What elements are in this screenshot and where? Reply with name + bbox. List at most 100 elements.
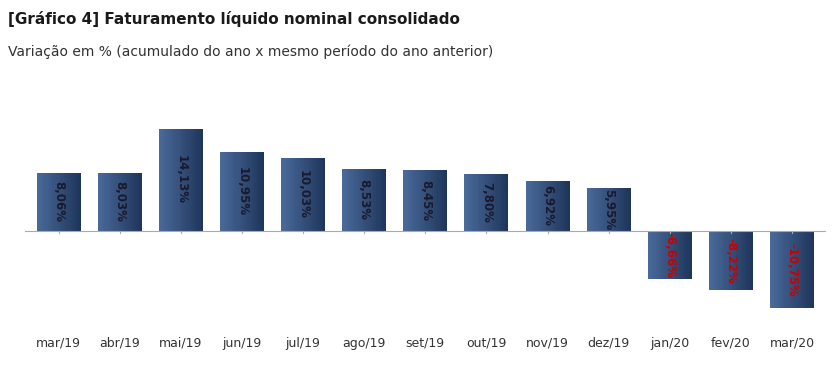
Bar bbox=[359, 169, 361, 231]
Bar bbox=[201, 129, 202, 231]
Bar bbox=[239, 152, 240, 231]
Text: -8,22%: -8,22% bbox=[725, 238, 737, 283]
Bar bbox=[565, 181, 566, 231]
Bar bbox=[316, 158, 318, 231]
Bar bbox=[44, 173, 45, 231]
Bar bbox=[75, 173, 76, 231]
Bar bbox=[504, 175, 505, 231]
Bar bbox=[673, 231, 674, 279]
Bar bbox=[549, 181, 550, 231]
Bar bbox=[658, 231, 659, 279]
Bar bbox=[227, 152, 228, 231]
Bar bbox=[358, 169, 359, 231]
Bar bbox=[669, 231, 670, 279]
Bar bbox=[71, 173, 72, 231]
Bar bbox=[413, 170, 414, 231]
Bar bbox=[363, 169, 364, 231]
Bar bbox=[114, 173, 115, 231]
Bar bbox=[730, 231, 731, 290]
Bar bbox=[352, 169, 354, 231]
Bar bbox=[543, 181, 545, 231]
Bar bbox=[382, 169, 383, 231]
Bar bbox=[773, 231, 775, 308]
Bar bbox=[567, 181, 569, 231]
Bar bbox=[478, 175, 479, 231]
Bar bbox=[349, 169, 350, 231]
Bar bbox=[507, 175, 509, 231]
Bar bbox=[319, 158, 321, 231]
Bar bbox=[431, 170, 432, 231]
Bar bbox=[291, 158, 292, 231]
Text: 8,53%: 8,53% bbox=[358, 179, 371, 220]
Bar bbox=[496, 175, 497, 231]
Bar bbox=[221, 152, 222, 231]
Bar bbox=[347, 169, 348, 231]
Bar bbox=[479, 175, 480, 231]
Bar bbox=[605, 188, 606, 231]
Bar bbox=[371, 169, 372, 231]
Bar bbox=[776, 231, 778, 308]
Bar bbox=[739, 231, 740, 290]
Bar bbox=[667, 231, 669, 279]
Bar bbox=[771, 231, 772, 308]
Bar bbox=[237, 152, 238, 231]
Bar bbox=[493, 175, 495, 231]
Bar bbox=[548, 181, 549, 231]
Bar bbox=[172, 129, 173, 231]
Bar bbox=[630, 188, 631, 231]
Bar bbox=[311, 158, 312, 231]
Bar bbox=[652, 231, 653, 279]
Bar bbox=[117, 173, 118, 231]
Bar bbox=[720, 231, 721, 290]
Bar bbox=[165, 129, 167, 231]
Bar bbox=[528, 181, 529, 231]
Bar bbox=[556, 181, 557, 231]
Bar bbox=[112, 173, 113, 231]
Bar bbox=[383, 169, 384, 231]
Bar bbox=[613, 188, 614, 231]
Bar bbox=[72, 173, 73, 231]
Bar bbox=[503, 175, 504, 231]
Bar bbox=[622, 188, 623, 231]
Bar bbox=[470, 175, 471, 231]
Bar bbox=[471, 175, 472, 231]
Bar bbox=[39, 173, 40, 231]
Bar bbox=[254, 152, 255, 231]
Bar bbox=[134, 173, 135, 231]
Bar bbox=[345, 169, 347, 231]
Bar bbox=[302, 158, 303, 231]
Bar bbox=[98, 173, 99, 231]
Bar bbox=[615, 188, 616, 231]
Bar bbox=[749, 231, 750, 290]
Bar bbox=[743, 231, 744, 290]
Bar bbox=[497, 175, 499, 231]
Bar bbox=[324, 158, 325, 231]
Text: 10,03%: 10,03% bbox=[297, 170, 309, 219]
Bar bbox=[713, 231, 715, 290]
Bar bbox=[60, 173, 61, 231]
Bar bbox=[410, 170, 411, 231]
Bar bbox=[79, 173, 81, 231]
Bar bbox=[163, 129, 164, 231]
Bar bbox=[649, 231, 650, 279]
Bar bbox=[661, 231, 662, 279]
Bar bbox=[243, 152, 244, 231]
Bar bbox=[305, 158, 306, 231]
Bar bbox=[659, 231, 660, 279]
Bar bbox=[373, 169, 374, 231]
Bar bbox=[76, 173, 78, 231]
Bar bbox=[68, 173, 69, 231]
Bar bbox=[301, 158, 302, 231]
Bar bbox=[438, 170, 439, 231]
Bar bbox=[746, 231, 747, 290]
Bar bbox=[133, 173, 134, 231]
Text: mai/19: mai/19 bbox=[159, 336, 203, 350]
Bar bbox=[606, 188, 608, 231]
Bar bbox=[263, 152, 264, 231]
Bar bbox=[803, 231, 804, 308]
Bar bbox=[428, 170, 429, 231]
Bar bbox=[248, 152, 249, 231]
Bar bbox=[110, 173, 111, 231]
Bar bbox=[309, 158, 311, 231]
Bar bbox=[439, 170, 440, 231]
